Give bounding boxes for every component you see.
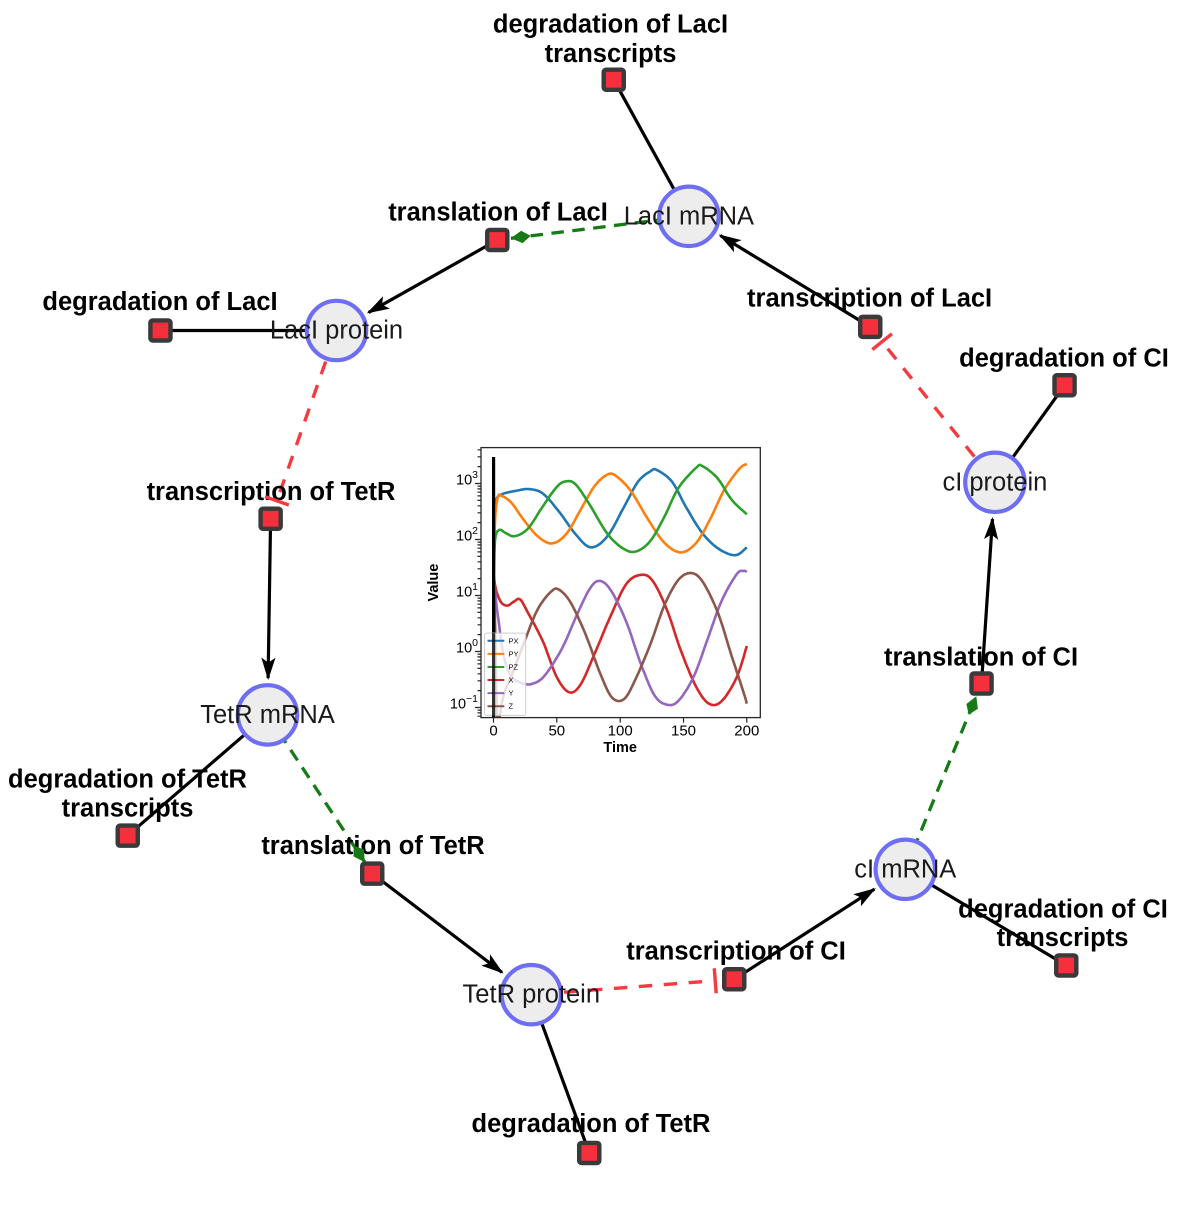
svg-text:100: 100 [608, 723, 633, 740]
svg-text:PX: PX [509, 636, 519, 645]
svg-text:transcription of TetR: transcription of TetR [147, 478, 396, 506]
svg-text:10−1: 10−1 [450, 693, 478, 713]
svg-text:101: 101 [456, 581, 478, 601]
svg-text:transcripts: transcripts [997, 924, 1129, 952]
svg-text:cI mRNA: cI mRNA [854, 855, 956, 883]
svg-text:LacI mRNA: LacI mRNA [624, 202, 754, 230]
svg-text:degradation of CI: degradation of CI [959, 345, 1169, 373]
svg-text:102: 102 [456, 525, 478, 545]
svg-text:X: X [509, 676, 514, 685]
svg-text:0: 0 [489, 723, 497, 740]
svg-text:translation of CI: translation of CI [884, 644, 1078, 672]
svg-text:LacI protein: LacI protein [270, 317, 403, 345]
svg-text:PY: PY [509, 649, 519, 658]
svg-text:TetR mRNA: TetR mRNA [200, 701, 335, 729]
svg-text:103: 103 [456, 469, 478, 489]
svg-text:translation of TetR: translation of TetR [261, 832, 484, 860]
svg-text:PZ: PZ [509, 663, 519, 672]
svg-text:Value: Value [426, 564, 442, 602]
svg-text:degradation of LacI: degradation of LacI [493, 11, 728, 39]
svg-text:degradation of CI: degradation of CI [958, 896, 1168, 924]
svg-text:100: 100 [456, 637, 478, 657]
svg-text:cI protein: cI protein [942, 468, 1047, 496]
svg-text:degradation of TetR: degradation of TetR [8, 766, 247, 794]
svg-text:transcripts: transcripts [545, 40, 677, 68]
svg-text:transcription of LacI: transcription of LacI [747, 285, 992, 313]
svg-text:translation of LacI: translation of LacI [388, 199, 608, 227]
svg-text:150: 150 [671, 723, 696, 740]
svg-text:200: 200 [734, 723, 759, 740]
svg-text:transcripts: transcripts [62, 795, 194, 823]
svg-text:Z: Z [509, 702, 514, 711]
svg-text:TetR protein: TetR protein [463, 981, 601, 1009]
svg-text:Y: Y [509, 689, 514, 698]
svg-text:50: 50 [548, 723, 565, 740]
svg-text:Time: Time [603, 740, 637, 756]
svg-text:transcription of CI: transcription of CI [626, 938, 846, 966]
svg-text:degradation of TetR: degradation of TetR [472, 1110, 711, 1138]
svg-text:degradation of LacI: degradation of LacI [42, 288, 277, 316]
